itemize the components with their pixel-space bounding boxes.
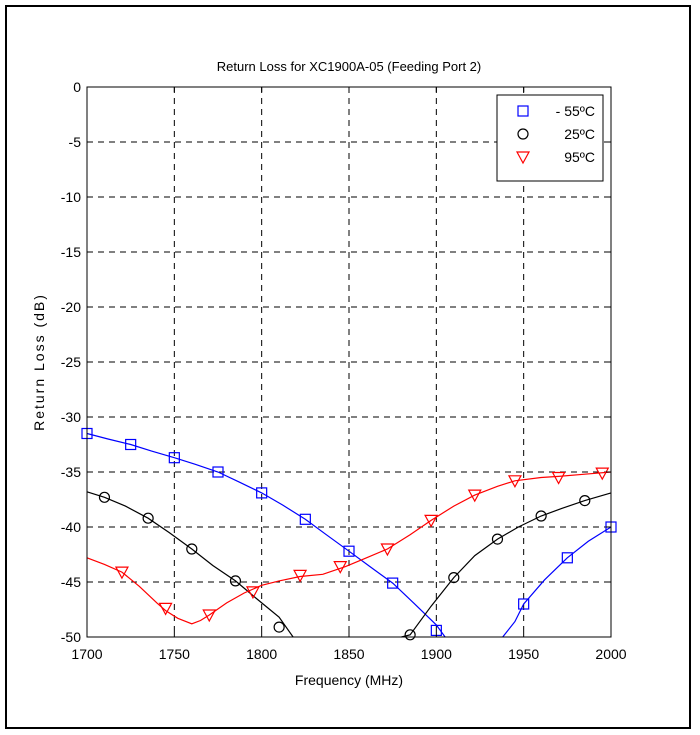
legend-marker	[517, 128, 529, 140]
data-point-marker	[551, 471, 566, 485]
legend-label: 95ºC	[564, 149, 595, 165]
data-point-marker	[595, 467, 610, 481]
data-point-marker	[448, 571, 460, 584]
data-point-marker	[491, 533, 504, 545]
data-point-marker	[273, 621, 285, 633]
y-tick-label: 0	[73, 79, 81, 95]
data-point-marker	[186, 543, 198, 555]
y-tick-label: -15	[61, 244, 81, 260]
data-point-marker	[142, 512, 154, 524]
data-point-marker	[467, 489, 482, 503]
chart-title: Return Loss for XC1900A-05 (Feeding Port…	[217, 59, 481, 74]
x-tick-label: 1750	[159, 646, 190, 662]
x-tick-label: 1950	[508, 646, 539, 662]
data-point-marker	[561, 552, 573, 564]
data-point-marker	[299, 513, 311, 525]
data-point-marker	[114, 566, 129, 580]
series-2	[86, 467, 612, 625]
data-point-marker	[212, 466, 224, 478]
data-point-marker	[168, 452, 180, 464]
data-point-marker	[424, 514, 439, 528]
y-tick-label: -35	[61, 464, 81, 480]
legend-label: 25ºC	[564, 126, 595, 142]
data-point-marker	[579, 495, 591, 507]
series-0	[81, 427, 617, 638]
y-tick-label: -10	[61, 189, 81, 205]
x-tick-label: 1800	[246, 646, 277, 662]
data-point-marker	[343, 545, 355, 557]
data-point-marker	[333, 560, 348, 574]
legend-marker	[517, 105, 529, 117]
series-line	[502, 526, 612, 638]
y-tick-label: -20	[61, 299, 81, 315]
legend-label: - 55ºC	[556, 103, 595, 119]
data-point-marker	[98, 491, 111, 503]
figure-frame: 1700 1750 1800 1850 1900 1950 2000 0 -5 -10 -15 -20…	[5, 5, 691, 729]
data-point-marker	[507, 475, 522, 489]
data-point-marker	[404, 629, 416, 641]
x-tick-label: 1900	[421, 646, 452, 662]
data-point-marker	[518, 598, 530, 610]
y-tick-label: -45	[61, 574, 81, 590]
y-tick-label: -5	[69, 134, 82, 150]
y-tick-label: -40	[61, 519, 81, 535]
x-axis-label: Frequency (MHz)	[295, 672, 403, 688]
data-point-marker	[387, 577, 399, 589]
data-point-marker	[202, 609, 217, 623]
y-tick-label: -30	[61, 409, 81, 425]
x-tick-label: 2000	[595, 646, 626, 662]
series-1	[86, 491, 612, 641]
series-layer	[81, 427, 617, 641]
data-point-marker	[293, 569, 308, 583]
x-tick-label: 1850	[333, 646, 364, 662]
return-loss-chart: 1700 1750 1800 1850 1900 1950 2000 0 -5 -10 -15 -20…	[31, 59, 627, 688]
data-point-marker	[380, 543, 395, 557]
x-tick-label: 1700	[71, 646, 102, 662]
data-point-marker	[158, 602, 173, 616]
data-point-marker	[245, 586, 260, 600]
y-tick-label: -50	[61, 629, 81, 645]
y-axis-label: Return Loss (dB)	[31, 293, 47, 431]
data-point-marker	[535, 510, 547, 522]
legend-marker	[515, 151, 531, 165]
legend: - 55ºC 25ºC 95ºC	[496, 94, 604, 182]
tick-layer: 1700 1750 1800 1850 1900 1950 2000 0 -5 -10 -15 -20…	[61, 79, 627, 662]
data-point-marker	[229, 575, 242, 587]
legend-box	[496, 94, 604, 182]
data-point-marker	[125, 438, 137, 451]
data-point-marker	[256, 487, 268, 499]
series-line	[86, 491, 294, 638]
y-tick-label: -25	[61, 354, 81, 370]
series-line	[86, 432, 446, 638]
series-line	[401, 492, 612, 638]
